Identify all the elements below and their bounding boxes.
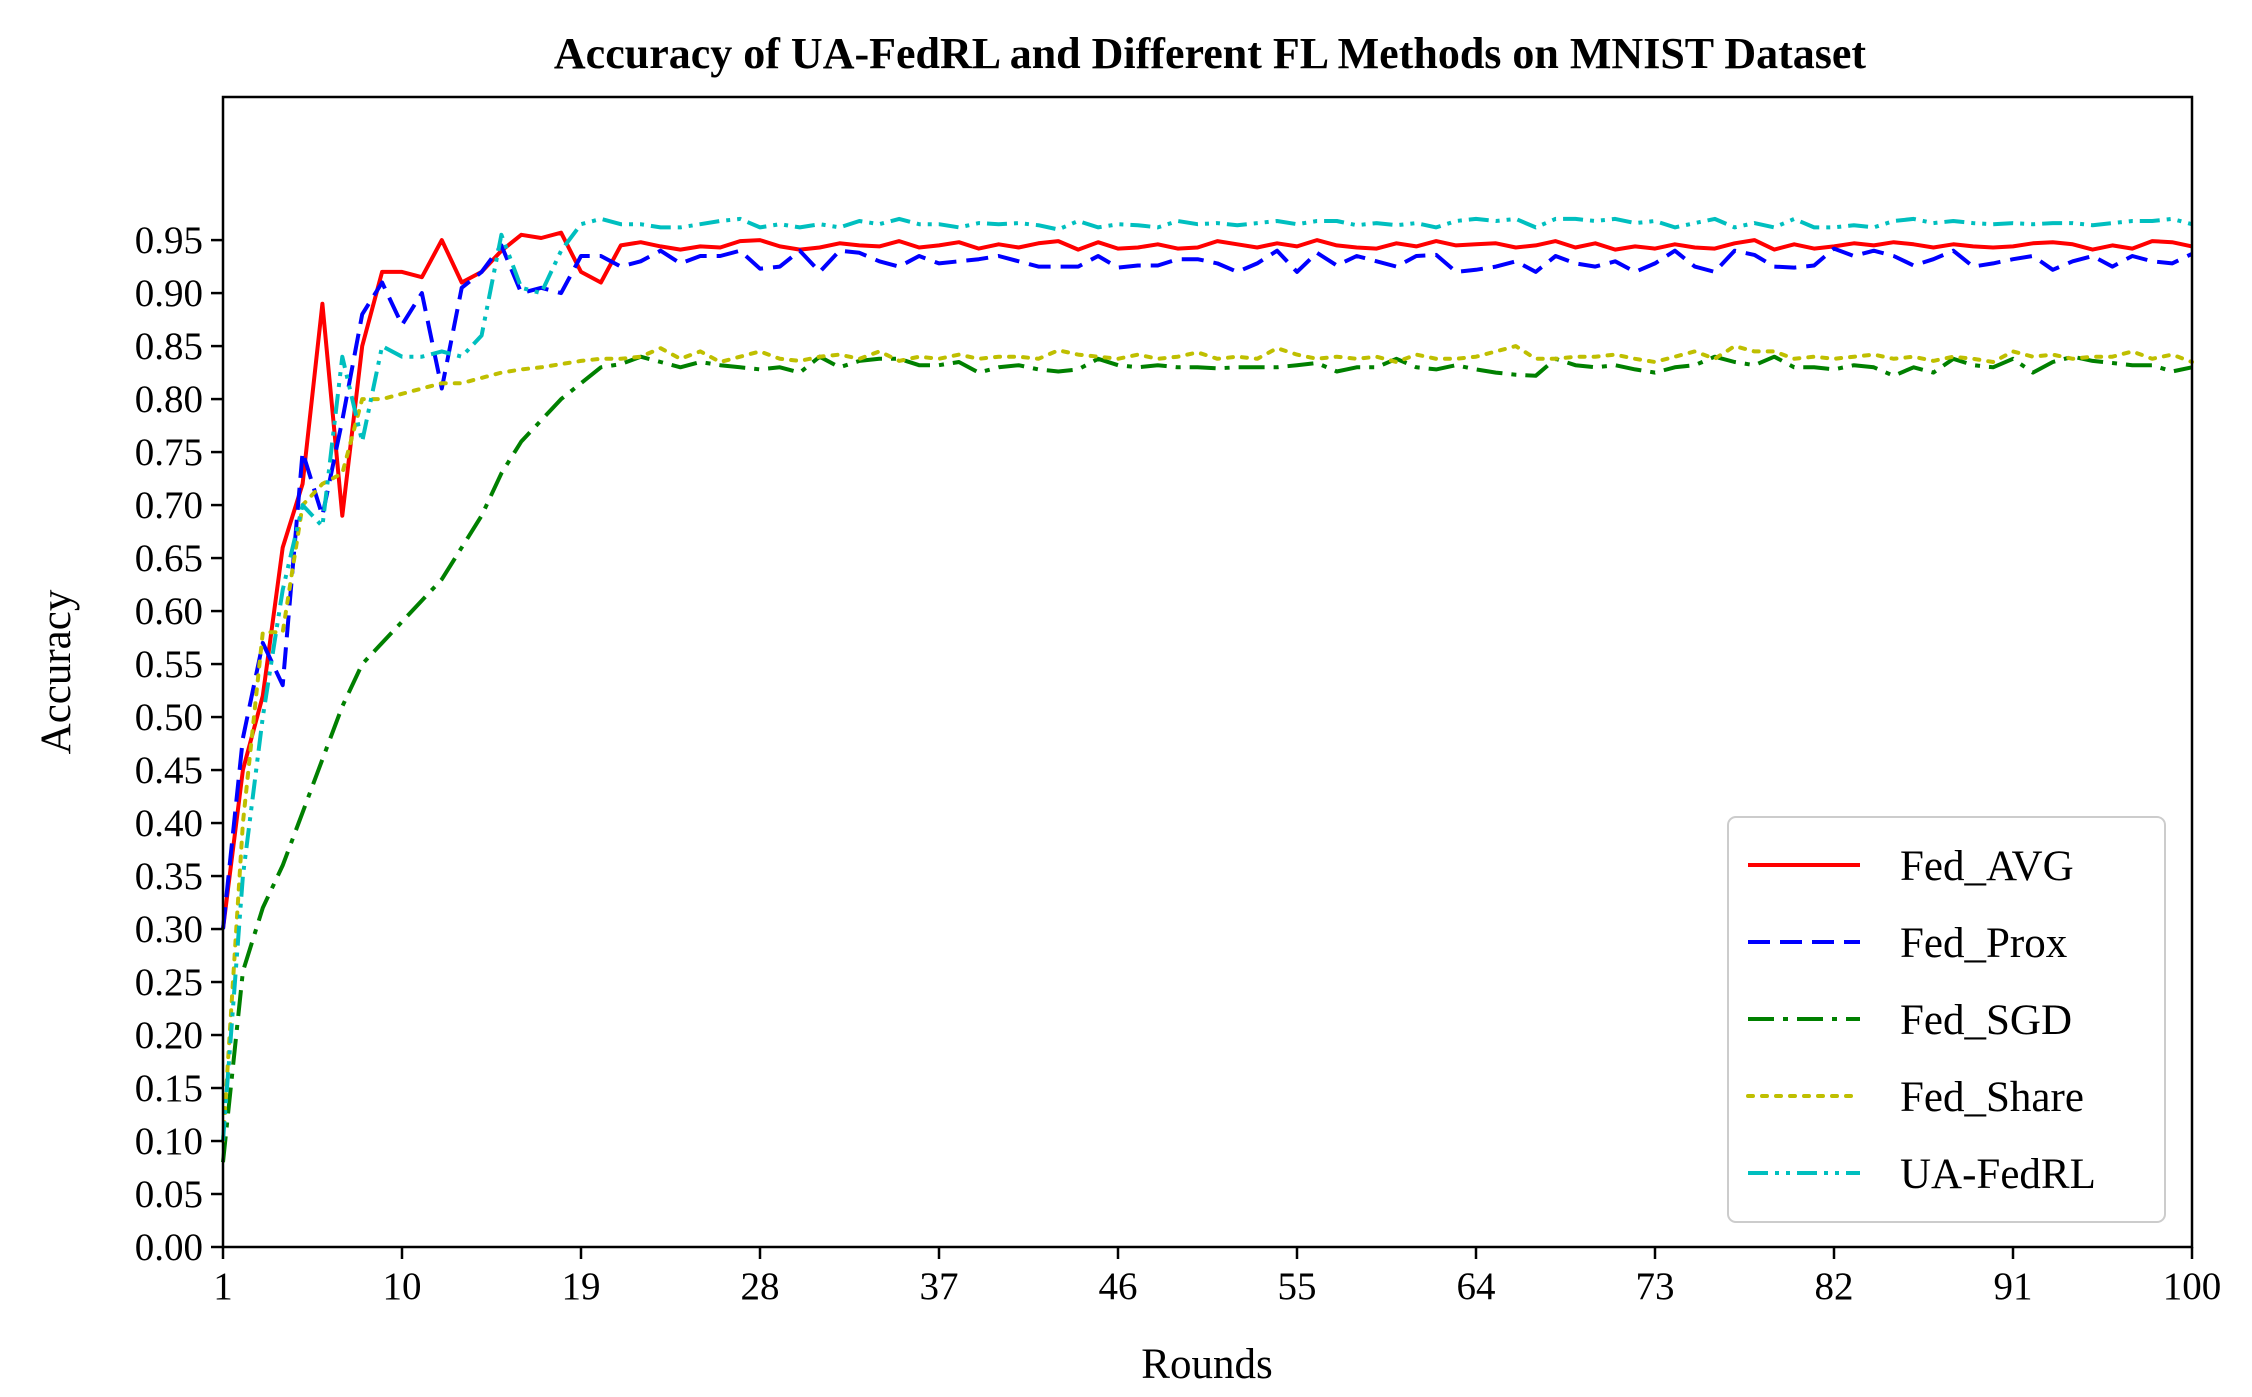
series-line-fed-avg bbox=[221, 230, 2193, 930]
series-line-fed-prox bbox=[221, 243, 2193, 930]
x-tick-label: 55 bbox=[1278, 1265, 1317, 1308]
x-tick-label: 100 bbox=[2163, 1265, 2222, 1308]
x-tick-label: 64 bbox=[1457, 1265, 1496, 1308]
series-layer bbox=[221, 216, 2194, 1163]
x-tick-label: 91 bbox=[1994, 1265, 2033, 1308]
y-tick-label: 0.40 bbox=[135, 802, 203, 845]
x-tick-label: 37 bbox=[920, 1265, 959, 1308]
legend-label: Fed_Prox bbox=[1900, 920, 2067, 967]
y-tick-label: 0.20 bbox=[135, 1014, 203, 1057]
y-tick-label: 0.05 bbox=[135, 1173, 203, 1216]
series-line-fed-share bbox=[221, 344, 2194, 1143]
legend-label: Fed_AVG bbox=[1900, 843, 2074, 890]
x-axis-label: Rounds bbox=[1141, 1341, 1272, 1388]
x-tick-label: 82 bbox=[1815, 1265, 1854, 1308]
legend-frame bbox=[1727, 816, 2166, 1223]
x-tick-label: 28 bbox=[741, 1265, 780, 1308]
chart-title: Accuracy of UA-FedRL and Different FL Me… bbox=[554, 29, 1867, 78]
x-tick-label: 19 bbox=[562, 1265, 601, 1308]
series-line-ua-fedrl bbox=[221, 216, 2193, 1142]
y-tick-label: 0.15 bbox=[135, 1067, 203, 1110]
y-tick-label: 0.95 bbox=[135, 219, 203, 262]
legend-items: Fed_AVG Fed_Prox Fed_SGD Fed_Share UA-FedRL bbox=[1746, 843, 2096, 1198]
y-tick-label: 0.50 bbox=[135, 696, 203, 739]
legend-label: Fed_Share bbox=[1900, 1074, 2084, 1121]
y-tick-label: 0.35 bbox=[135, 855, 203, 898]
y-tick-label: 0.85 bbox=[135, 325, 203, 368]
y-axis-label: Accuracy bbox=[33, 589, 80, 754]
tick-layer: 1 10 19 28 37 46 55 64 73 82 91 100 0.00 0.05 0.10 0.15… bbox=[135, 219, 2222, 1308]
y-tick-label: 0.25 bbox=[135, 961, 203, 1004]
legend-label: Fed_SGD bbox=[1900, 997, 2072, 1044]
x-tick-label: 73 bbox=[1636, 1265, 1675, 1308]
y-tick-label: 0.80 bbox=[135, 378, 203, 421]
x-tick-label: 10 bbox=[383, 1265, 422, 1308]
x-tick-label: 46 bbox=[1099, 1265, 1138, 1308]
y-tick-label: 0.75 bbox=[135, 431, 203, 474]
y-tick-label: 0.30 bbox=[135, 908, 203, 951]
y-tick-label: 0.90 bbox=[135, 272, 203, 315]
y-tick-label: 0.10 bbox=[135, 1120, 203, 1163]
y-tick-label: 0.45 bbox=[135, 749, 203, 792]
y-tick-label: 0.70 bbox=[135, 484, 203, 527]
y-tick-label: 0.00 bbox=[135, 1226, 203, 1269]
legend: Fed_AVG Fed_Prox Fed_SGD Fed_Share UA-FedRL bbox=[1727, 816, 2166, 1223]
plot-area-frame bbox=[221, 95, 2194, 1249]
y-tick-label: 0.65 bbox=[135, 537, 203, 580]
y-tick-label: 0.60 bbox=[135, 590, 203, 633]
series-line-fed-sgd bbox=[221, 354, 2193, 1163]
x-tick-label: 1 bbox=[213, 1265, 233, 1308]
y-tick-label: 0.55 bbox=[135, 643, 203, 686]
legend-label: UA-FedRL bbox=[1900, 1151, 2096, 1198]
